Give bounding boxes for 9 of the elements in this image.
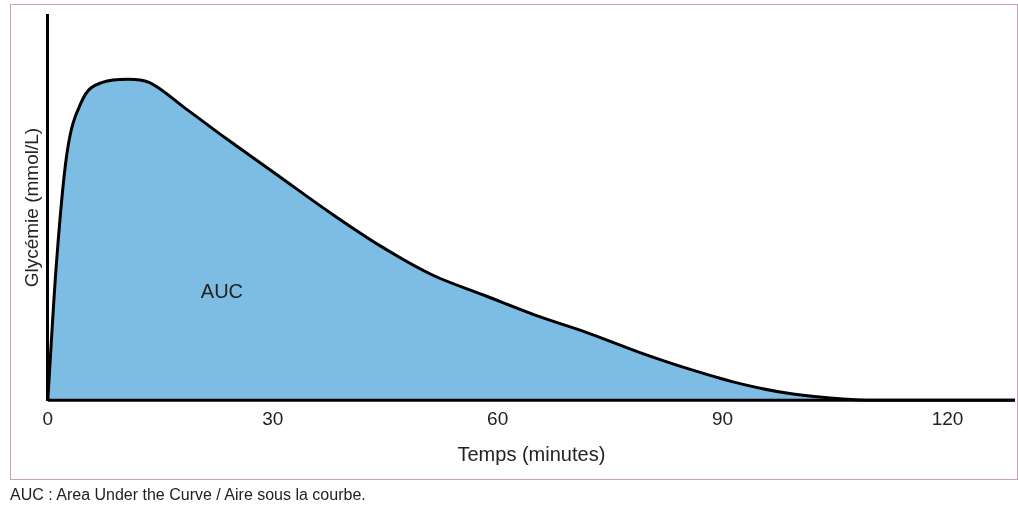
x-tick-label: 90 (712, 407, 734, 429)
x-tick-label: 0 (42, 407, 54, 429)
text: AUC : Area Under the Curve / Aire sous la courbe. (10, 486, 366, 504)
y-axis-title: Glycémie (mmol/L) (20, 127, 42, 288)
x-axis-title: Temps (minutes) (457, 442, 606, 465)
x-tick-label: 30 (262, 407, 284, 429)
x-tick-label: 60 (487, 407, 509, 429)
x-tick-label: 120 (931, 407, 964, 429)
annotation: AUC (200, 279, 244, 302)
